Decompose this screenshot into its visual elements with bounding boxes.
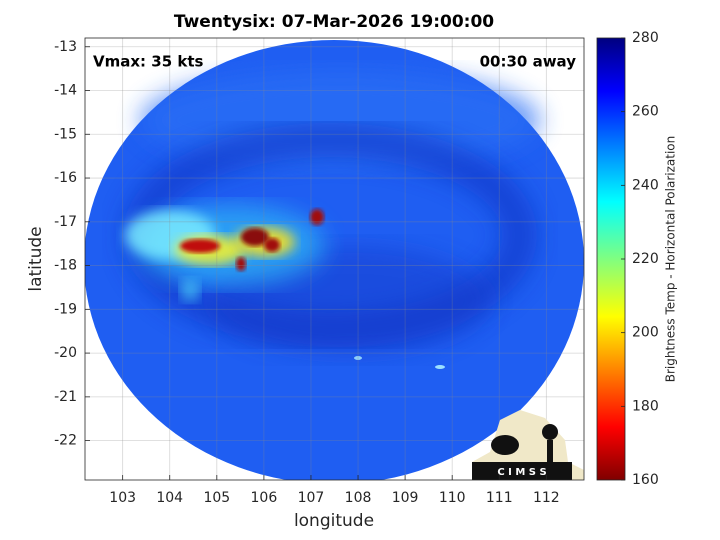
y-tick-label: -13 <box>54 39 77 55</box>
y-tick-label: -14 <box>54 83 77 99</box>
x-axis-label: longitude <box>294 511 374 531</box>
y-tick-label: -20 <box>54 345 77 361</box>
annotation: Vmax: 35 kts <box>93 53 203 71</box>
logo: C I M S S <box>472 410 584 480</box>
x-tick-label: 109 <box>392 490 419 506</box>
y-tick-label: -15 <box>54 126 77 142</box>
x-tick-label: 103 <box>109 490 136 506</box>
y-tick-label: -16 <box>54 170 77 186</box>
colorbar-tick-label: 200 <box>632 325 659 341</box>
x-tick-label: 110 <box>439 490 466 506</box>
x-tick-label: 111 <box>486 490 513 506</box>
x-tick-label: 105 <box>203 490 230 506</box>
colorbar-tick-label: 260 <box>632 104 659 120</box>
logo-text: C I M S S <box>497 467 546 478</box>
chart-title: Twentysix: 07-Mar-2026 19:00:00 <box>174 12 494 32</box>
x-tick-label: 112 <box>533 490 560 506</box>
colorbar-tick-label: 180 <box>632 398 659 414</box>
colorbar-tick-label: 280 <box>632 30 659 46</box>
swath-image <box>85 40 584 480</box>
y-tick-label: -22 <box>54 433 77 449</box>
colorbar-tick-label: 220 <box>632 251 659 267</box>
x-tick-label: 108 <box>345 490 372 506</box>
colorbar-tick-label: 160 <box>632 472 659 488</box>
y-tick-label: -21 <box>54 389 77 405</box>
y-axis-label: latitude <box>26 226 46 291</box>
x-tick-label: 104 <box>156 490 183 506</box>
plot-frame <box>84 37 585 481</box>
colorbar-label: Brightness Temp - Horizontal Polarizatio… <box>664 136 678 383</box>
colorbar <box>596 37 626 481</box>
x-tick-label: 107 <box>298 490 325 506</box>
annotation: 00:30 away <box>480 53 577 71</box>
x-tick-label: 106 <box>251 490 278 506</box>
y-tick-label: -19 <box>54 301 77 317</box>
y-tick-label: -18 <box>54 258 77 274</box>
colorbar-tick-label: 240 <box>632 177 659 193</box>
y-tick-label: -17 <box>54 214 77 230</box>
